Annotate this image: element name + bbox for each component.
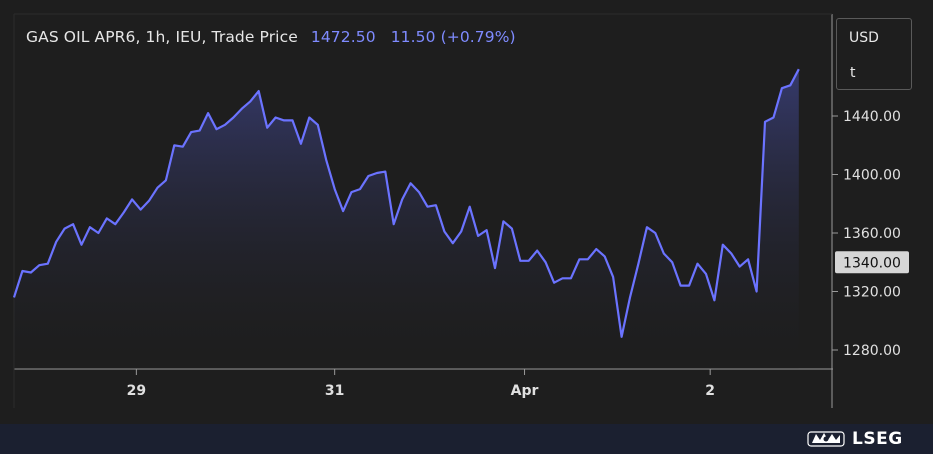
current-value-label: 1340.00 xyxy=(843,255,901,271)
lion-crest-icon xyxy=(807,431,845,447)
unit-selector[interactable]: USD t xyxy=(836,18,912,90)
logo-text: LSEG xyxy=(852,429,903,449)
currency-label: USD xyxy=(849,30,879,46)
price-area-fill xyxy=(14,69,799,369)
y-tick-label: 1440.00 xyxy=(843,109,901,125)
y-tick-label: 1400.00 xyxy=(843,168,901,184)
x-tick-label: 2 xyxy=(705,383,715,399)
chart-title-row: GAS OIL APR6, 1h, IEU, Trade Price 1472.… xyxy=(26,28,516,46)
instrument-title: GAS OIL APR6, 1h, IEU, Trade Price xyxy=(26,28,298,46)
y-tick-label: 1280.00 xyxy=(843,343,901,359)
x-tick-label: Apr xyxy=(511,383,539,399)
footer-bar xyxy=(0,424,933,454)
x-tick-label: 29 xyxy=(127,383,146,399)
price-series-line xyxy=(12,68,800,338)
price-chart: 1280.00 1320.00 1360.00 1400.00 1440.00 29 31… xyxy=(12,13,909,408)
y-tick-label: 1320.00 xyxy=(843,285,901,301)
chart-panel: 1280.00 1320.00 1360.00 1400.00 1440.00 29 31… xyxy=(0,0,933,424)
y-tick-label: 1360.00 xyxy=(843,226,901,242)
last-price: 1472.50 xyxy=(310,28,376,46)
unit-label: t xyxy=(850,65,856,81)
x-tick-label: 31 xyxy=(325,383,344,399)
lseg-logo: LSEG xyxy=(806,426,903,452)
current-value-tag xyxy=(835,251,909,274)
price-change: 11.50 (+0.79%) xyxy=(390,28,516,46)
